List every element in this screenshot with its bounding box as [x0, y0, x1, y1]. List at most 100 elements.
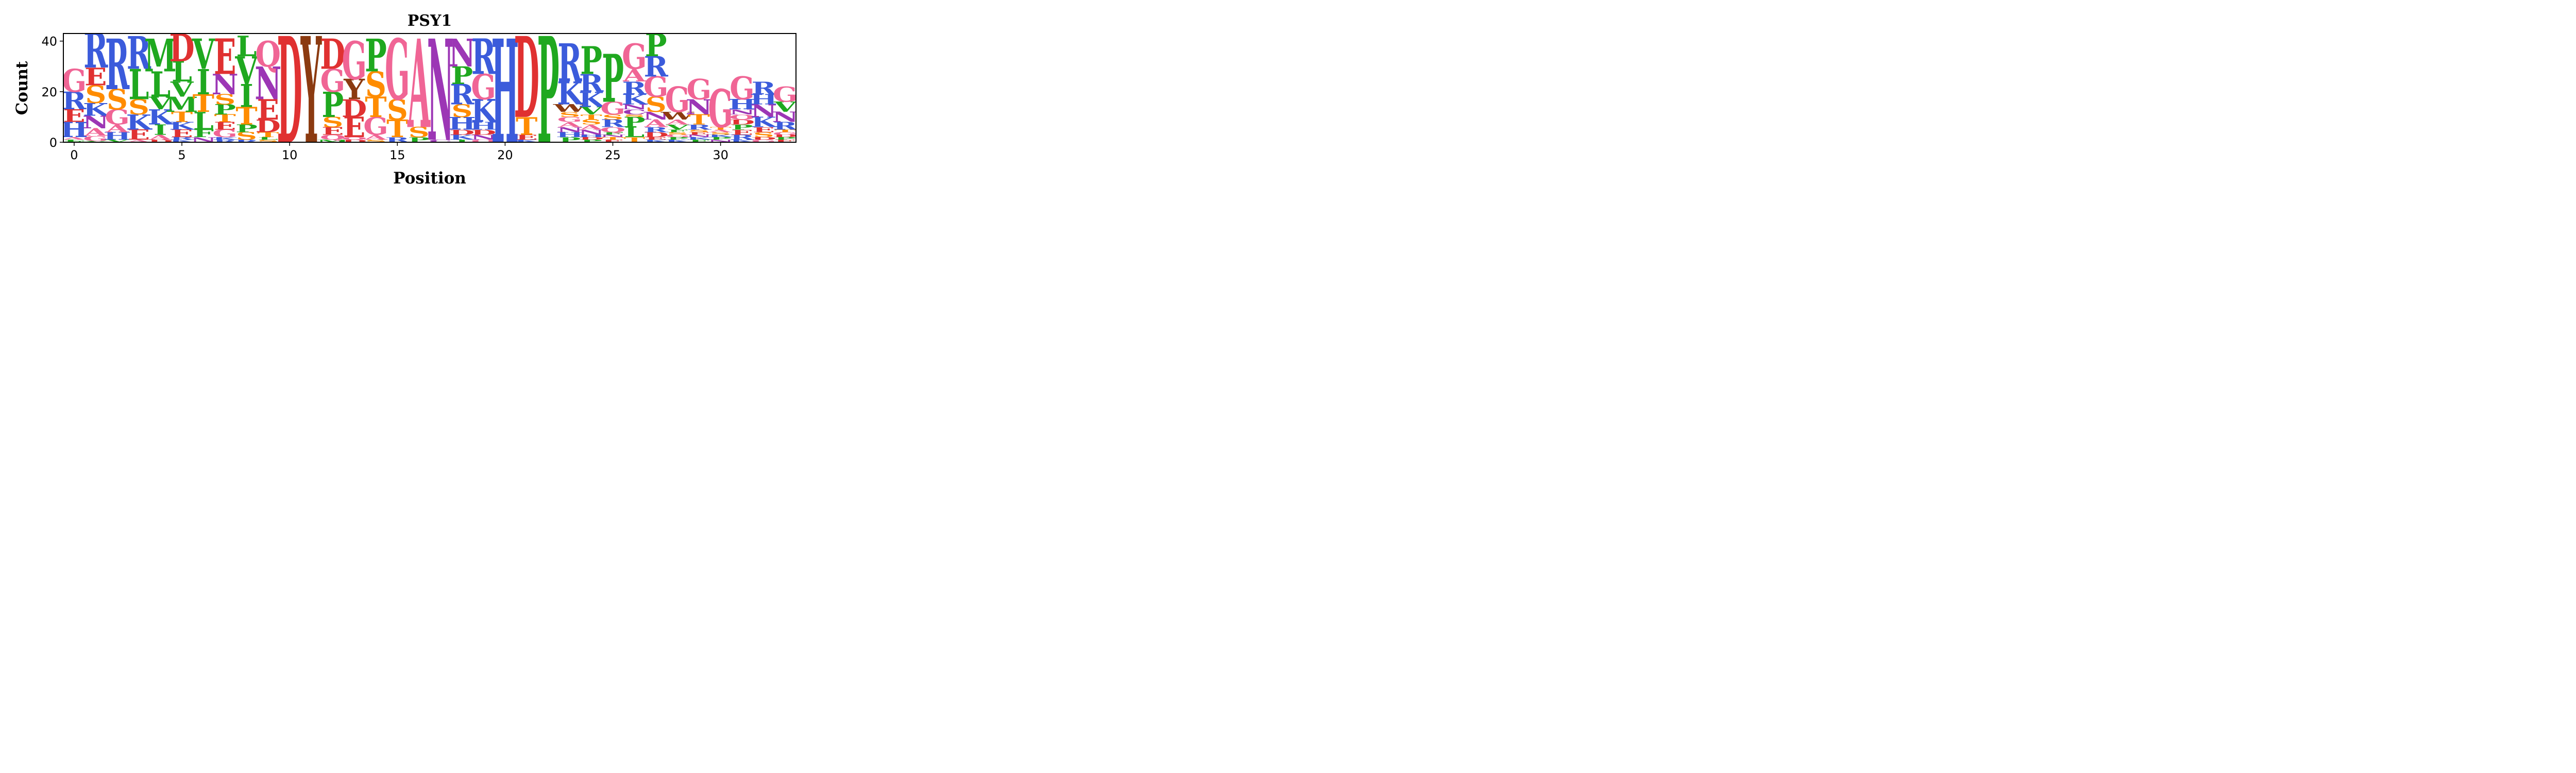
- logo-letter-S: S: [85, 81, 106, 109]
- logo-letter-S: S: [258, 139, 279, 143]
- logo-letter-W: W: [660, 110, 695, 122]
- logo-letter-E: E: [753, 126, 775, 134]
- logo-letter-F: F: [193, 128, 214, 140]
- logo-letter-T: T: [193, 90, 214, 118]
- logo-letter-R: R: [471, 29, 496, 86]
- logo-letter-F: F: [602, 131, 623, 136]
- logo-letter-V: V: [83, 141, 108, 143]
- logo-letter-N: N: [212, 69, 239, 101]
- logo-letter-E: E: [63, 106, 85, 127]
- logo-letter-E: E: [214, 120, 236, 132]
- logo-letter-S: S: [365, 139, 386, 143]
- logo-letter-T: T: [709, 126, 731, 130]
- logo-letter-R: R: [730, 133, 755, 141]
- x-tick-label: 0: [70, 148, 78, 162]
- logo-letter-S: S: [581, 118, 602, 126]
- logo-letter-C: C: [623, 108, 646, 116]
- logo-letter-N: N: [255, 58, 281, 110]
- logo-letter-S: S: [646, 92, 667, 116]
- logo-letter-R: R: [105, 25, 130, 106]
- logo-letter-N: N: [599, 134, 626, 138]
- logo-letter-A: A: [708, 129, 732, 133]
- logo-letter-N: N: [642, 110, 669, 122]
- logo-letter-E: E: [602, 139, 624, 143]
- logo-letter-Y: Y: [343, 74, 365, 106]
- logo-letter-G: G: [665, 79, 690, 120]
- logo-letter-K: K: [169, 120, 196, 132]
- logo-letter-K: K: [730, 139, 756, 143]
- logo-letter-A: A: [579, 123, 603, 131]
- logo-letter-M: M: [316, 139, 349, 143]
- logo-letter-D: D: [471, 128, 496, 137]
- logo-letter-P: P: [214, 102, 236, 117]
- logo-letter-K: K: [449, 133, 476, 141]
- logo-letter-G: G: [730, 70, 755, 107]
- logo-letter-S: S: [214, 92, 235, 108]
- logo-letter-L: L: [193, 107, 214, 136]
- logo-letter-E: E: [731, 128, 753, 137]
- logo-letter-K: K: [514, 139, 540, 143]
- logo-letter-I: I: [240, 78, 253, 114]
- logo-letter-N: N: [772, 109, 799, 125]
- logo-letter-H: H: [578, 134, 605, 138]
- logo-letter-P: P: [580, 139, 602, 143]
- logo-letter-D: D: [277, 7, 302, 177]
- logo-letter-L: L: [64, 139, 84, 141]
- logo-letter-N: N: [621, 103, 648, 111]
- logo-letter-P: P: [451, 62, 473, 90]
- logo-letter-S: S: [667, 131, 688, 136]
- logo-letter-Q: Q: [471, 139, 497, 143]
- logo-letter-C: C: [429, 139, 452, 143]
- logo-letter-T: T: [365, 91, 386, 124]
- logo-letter-P: P: [645, 27, 667, 63]
- logo-letter-R: R: [601, 117, 625, 130]
- x-tick-label: 10: [282, 148, 298, 162]
- logo-letter-E: E: [774, 139, 796, 143]
- logo-letter-G: G: [105, 105, 130, 129]
- logo-letter-K: K: [557, 75, 583, 112]
- logo-letter-P: P: [235, 123, 258, 135]
- logo-letter-G: G: [600, 98, 625, 119]
- logo-letter-Q: Q: [342, 137, 367, 141]
- logo-letter-Q: Q: [730, 113, 755, 121]
- logo-letter-N: N: [578, 128, 605, 137]
- logo-letter-F: F: [689, 139, 710, 143]
- logo-letter-D: D: [730, 118, 755, 126]
- logo-letter-G: G: [212, 128, 238, 140]
- logo-letter-E: E: [645, 137, 667, 141]
- logo-letter-R: R: [773, 120, 798, 132]
- logo-letter-R: R: [643, 51, 668, 83]
- logo-letter-S: S: [107, 84, 128, 116]
- logo-letter-S: S: [753, 130, 774, 139]
- logo-letter-K: K: [686, 137, 713, 141]
- logo-letter-T: T: [214, 112, 236, 125]
- logo-letter-G: G: [83, 135, 108, 143]
- logo-letter-E: E: [516, 133, 538, 141]
- logo-letter-K: K: [622, 92, 649, 108]
- logo-letter-M: M: [166, 92, 198, 116]
- logo-letter-D: D: [169, 25, 194, 70]
- logo-letter-G: G: [471, 66, 496, 108]
- logo-letter-R: R: [643, 126, 668, 134]
- x-tick-label: 20: [497, 148, 513, 162]
- logo-letter-S: S: [559, 110, 580, 119]
- logo-letter-R: R: [213, 139, 238, 143]
- logo-letter-V: V: [235, 48, 259, 93]
- logo-letter-K: K: [579, 88, 605, 112]
- logo-letter-S: S: [602, 113, 623, 121]
- logo-letter-D: D: [579, 137, 604, 141]
- logo-letter-P: P: [623, 114, 646, 130]
- x-tick-label: 30: [713, 148, 728, 162]
- logo-letter-L: L: [128, 60, 149, 109]
- logo-letter-R: R: [622, 78, 648, 99]
- logo-letter-H: H: [491, 9, 519, 176]
- logo-letter-Q: Q: [600, 126, 626, 134]
- logo-letter-G: G: [686, 74, 711, 106]
- x-tick-label: 5: [178, 148, 185, 162]
- y-axis-label: Count: [13, 61, 31, 115]
- logo-letter-L: L: [258, 137, 278, 141]
- logo-letter-K: K: [169, 139, 196, 143]
- logo-letter-V: V: [773, 99, 798, 115]
- logo-letter-G: G: [773, 82, 798, 107]
- logo-letter-I: I: [154, 122, 167, 138]
